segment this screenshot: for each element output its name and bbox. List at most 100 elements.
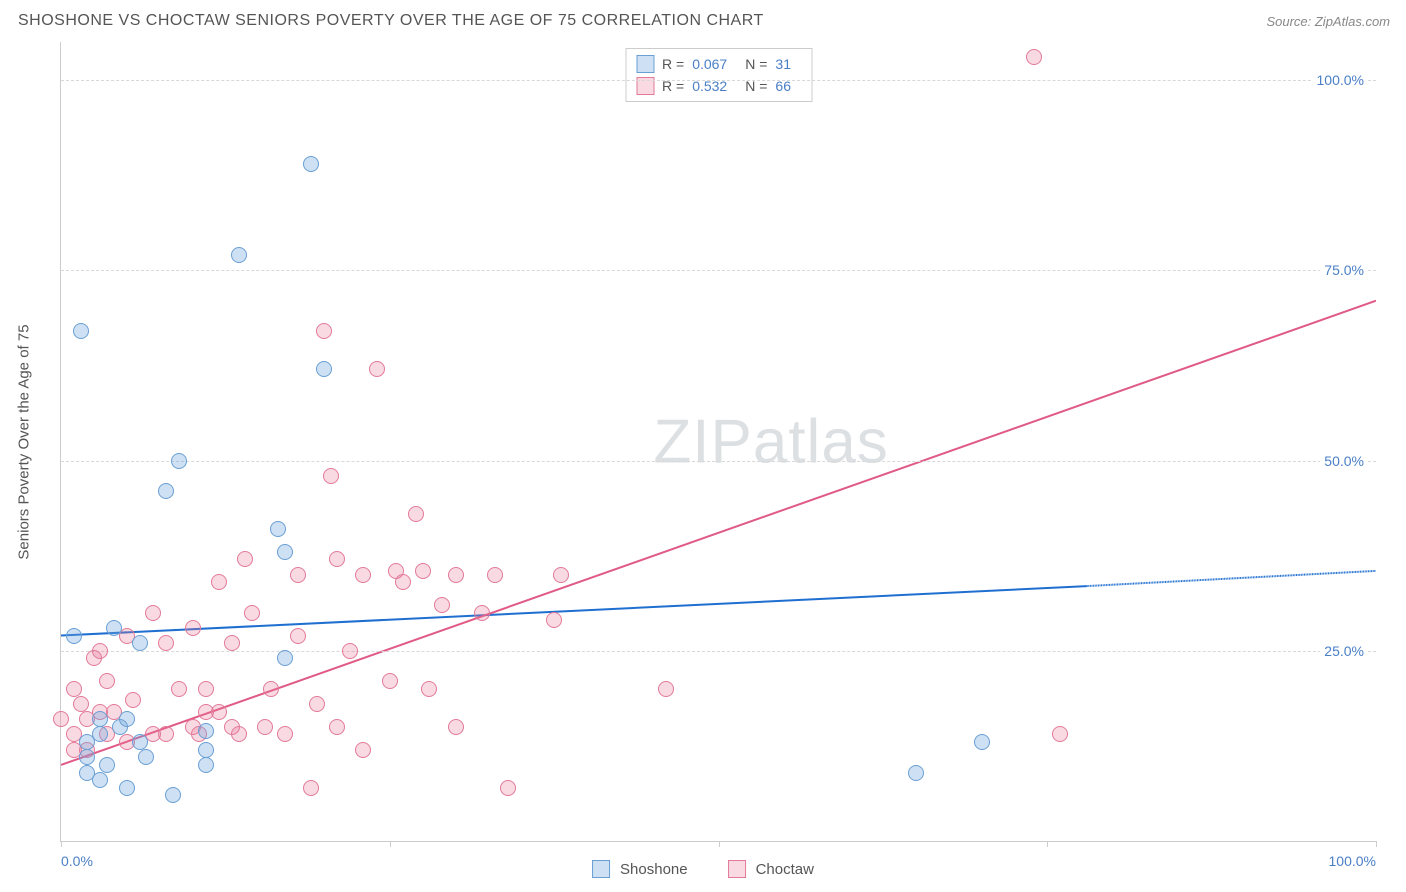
- y-tick-label: 100.0%: [1313, 72, 1368, 88]
- legend-item-series2: Choctaw: [728, 860, 814, 878]
- series2-point: [244, 605, 260, 621]
- series1-point: [138, 749, 154, 765]
- x-tick-label-left: 0.0%: [61, 853, 93, 869]
- series1-point: [92, 772, 108, 788]
- series1-point: [974, 734, 990, 750]
- series2-point: [395, 574, 411, 590]
- stats-box: R = 0.067 N = 31 R = 0.532 N = 66: [625, 48, 812, 102]
- series2-point: [198, 681, 214, 697]
- bottom-legend: Shoshone Choctaw: [592, 860, 814, 878]
- series2-point: [1026, 49, 1042, 65]
- y-tick-label: 75.0%: [1320, 262, 1368, 278]
- x-tick-mark: [61, 841, 62, 847]
- series2-point: [415, 563, 431, 579]
- series1-point: [73, 323, 89, 339]
- series2-point: [290, 628, 306, 644]
- watermark: ZIPatlas: [653, 406, 888, 477]
- series1-swatch: [592, 860, 610, 878]
- series1-name: Shoshone: [620, 861, 688, 878]
- x-tick-mark: [390, 841, 391, 847]
- series2-point: [382, 673, 398, 689]
- series1-point: [79, 749, 95, 765]
- series2-point: [316, 323, 332, 339]
- series2-point: [546, 612, 562, 628]
- series2-point: [434, 597, 450, 613]
- series1-point: [277, 650, 293, 666]
- series1-point: [66, 628, 82, 644]
- x-tick-mark: [1376, 841, 1377, 847]
- series1-point: [270, 521, 286, 537]
- series1-point: [119, 711, 135, 727]
- series1-point: [198, 757, 214, 773]
- series1-point: [92, 711, 108, 727]
- watermark-atlas: atlas: [753, 407, 889, 476]
- series2-point: [231, 726, 247, 742]
- series1-point: [92, 726, 108, 742]
- series2-point: [66, 681, 82, 697]
- series1-point: [908, 765, 924, 781]
- n-label: N =: [745, 56, 767, 72]
- y-tick-label: 50.0%: [1320, 453, 1368, 469]
- series2-point: [185, 620, 201, 636]
- series1-point: [198, 742, 214, 758]
- series2-point: [474, 605, 490, 621]
- series1-point: [303, 156, 319, 172]
- series2-point: [92, 643, 108, 659]
- series1-r-value: 0.067: [692, 56, 727, 72]
- series1-swatch: [636, 55, 654, 73]
- series2-point: [421, 681, 437, 697]
- series2-point: [158, 635, 174, 651]
- series2-point: [355, 742, 371, 758]
- series2-point: [448, 719, 464, 735]
- series2-point: [99, 673, 115, 689]
- series2-point: [329, 551, 345, 567]
- series2-swatch: [728, 860, 746, 878]
- series1-point: [132, 635, 148, 651]
- series2-point: [171, 681, 187, 697]
- series2-point: [408, 506, 424, 522]
- series1-point: [231, 247, 247, 263]
- legend-item-series1: Shoshone: [592, 860, 688, 878]
- series2-point: [342, 643, 358, 659]
- gridline: [61, 461, 1376, 462]
- series2-point: [369, 361, 385, 377]
- series2-point: [355, 567, 371, 583]
- series1-point: [119, 780, 135, 796]
- stats-row-series2: R = 0.532 N = 66: [636, 75, 801, 97]
- series2-point: [73, 696, 89, 712]
- r-label: R =: [662, 56, 684, 72]
- plot-area: ZIPatlas R = 0.067 N = 31 R = 0.532 N = …: [60, 42, 1376, 842]
- series1-n-value: 31: [775, 56, 791, 72]
- series1-point: [132, 734, 148, 750]
- series1-point: [171, 453, 187, 469]
- series1-point: [106, 620, 122, 636]
- series2-point: [309, 696, 325, 712]
- x-tick-mark: [719, 841, 720, 847]
- series2-point: [125, 692, 141, 708]
- series2-point: [1052, 726, 1068, 742]
- y-tick-label: 25.0%: [1320, 643, 1368, 659]
- x-tick-mark: [1047, 841, 1048, 847]
- series2-point: [290, 567, 306, 583]
- series2-point: [53, 711, 69, 727]
- series1-point: [316, 361, 332, 377]
- series2-point: [263, 681, 279, 697]
- series1-point: [99, 757, 115, 773]
- series2-point: [553, 567, 569, 583]
- series2-point: [257, 719, 273, 735]
- series2-point: [658, 681, 674, 697]
- series1-point: [158, 483, 174, 499]
- gridline: [61, 270, 1376, 271]
- series1-point: [165, 787, 181, 803]
- series1-point: [277, 544, 293, 560]
- series2-point: [277, 726, 293, 742]
- series2-point: [211, 704, 227, 720]
- series1-point: [198, 723, 214, 739]
- trendline: [61, 586, 1087, 635]
- trendline: [61, 301, 1376, 765]
- series2-point: [303, 780, 319, 796]
- chart-title: SHOSHONE VS CHOCTAW SENIORS POVERTY OVER…: [18, 12, 764, 30]
- y-axis-label: Seniors Poverty Over the Age of 75: [16, 324, 33, 559]
- x-tick-label-right: 100.0%: [1329, 853, 1376, 869]
- plot-container: Seniors Poverty Over the Age of 75 ZIPat…: [60, 42, 1376, 842]
